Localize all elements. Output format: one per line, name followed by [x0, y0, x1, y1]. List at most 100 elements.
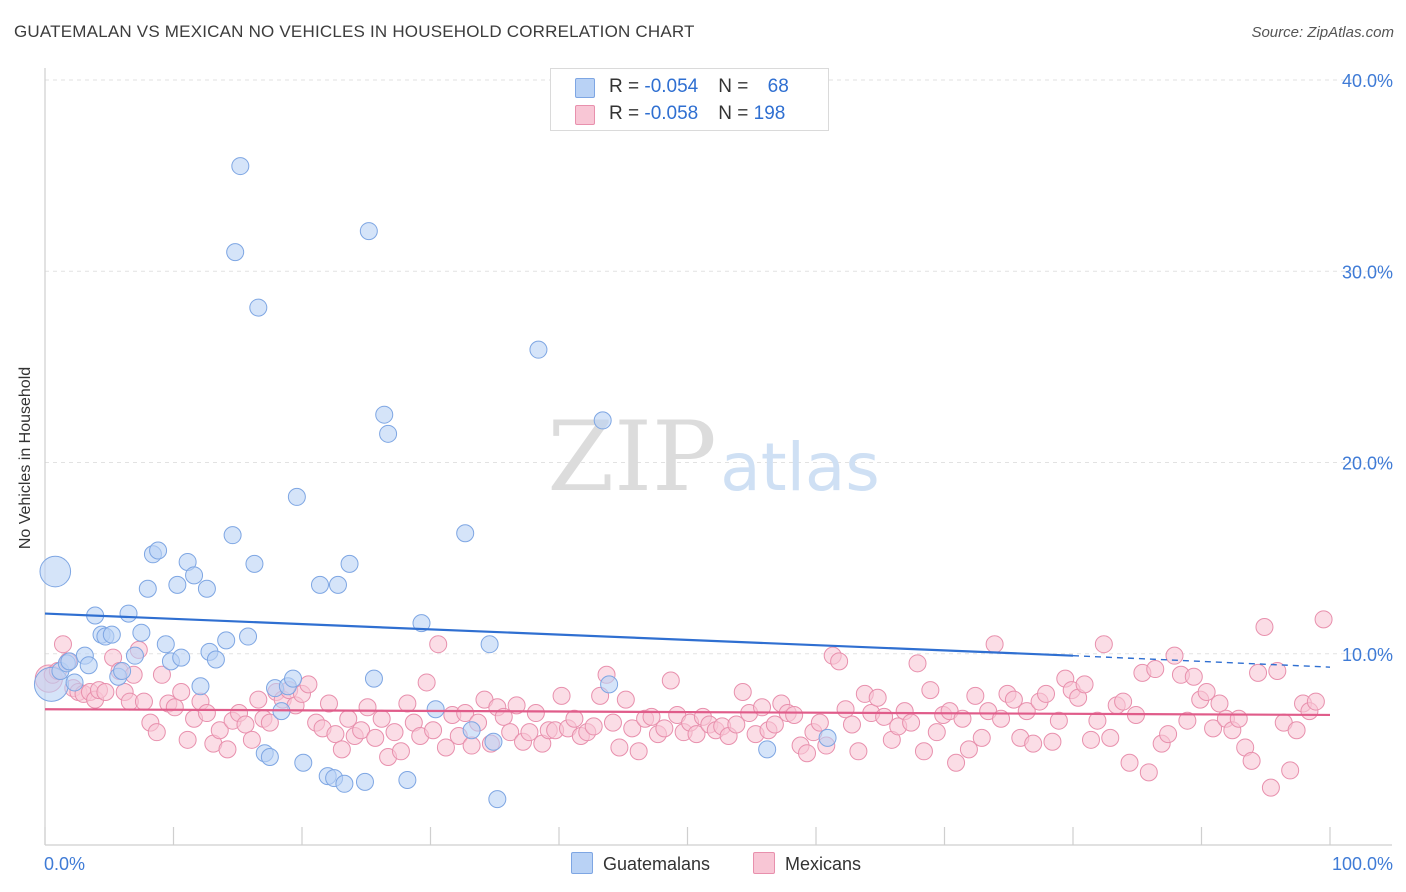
guatemalan-point [172, 648, 191, 667]
mexican-point [1139, 763, 1158, 782]
mexican-point [765, 715, 784, 734]
mexican-point [1281, 761, 1300, 780]
guatemalan-point [284, 669, 303, 688]
guatemalans-trend-line [44, 612, 1074, 657]
mexican-point [1255, 617, 1274, 636]
legend-swatch-mexicans [753, 852, 775, 874]
mexican-point [1242, 751, 1261, 770]
mexican-point [210, 721, 229, 740]
guatemalan-point [593, 411, 612, 430]
mexican-point [966, 686, 985, 705]
mexican-point [552, 686, 571, 705]
guatemalan-point [249, 298, 268, 317]
guatemalan-point [287, 487, 306, 506]
mexican-point [565, 709, 584, 728]
guatemalan-point [156, 635, 175, 654]
r-label: R = [609, 76, 645, 97]
guatemalan-point [223, 526, 242, 545]
mexican-point [985, 635, 1004, 654]
mexicans-trend-line [44, 708, 1331, 717]
mexican-point [1306, 692, 1325, 711]
guatemalan-point [355, 772, 374, 791]
mexican-point [147, 723, 166, 742]
mexican-point [603, 713, 622, 732]
legend-swatch-guatemalans [571, 852, 593, 874]
mexican-point [1184, 667, 1203, 686]
mexican-point [494, 707, 513, 726]
x-tick-label: 0.0% [44, 854, 85, 874]
guatemalan-point [191, 677, 210, 696]
guatemalan-point [484, 732, 503, 751]
correlation-legend: R = -0.054 N = 68 R = -0.058 N = 198 [550, 68, 829, 131]
guatemalan-point [359, 222, 378, 241]
mexican-point [1210, 694, 1229, 713]
mexican-point [178, 730, 197, 749]
guatemalan-point [168, 575, 187, 594]
y-tick-label: 40.0% [1342, 71, 1393, 91]
mexican-point [902, 713, 921, 732]
mexican-point [172, 683, 191, 701]
guatemalan-point [529, 340, 548, 359]
axes [44, 68, 1392, 846]
n-value: 198 [753, 103, 786, 124]
bottom-legend-guatemalans[interactable]: Guatemalans [571, 852, 710, 875]
guatemalan-point [39, 555, 72, 588]
mexican-point [836, 700, 855, 719]
bottom-legend-mexicans[interactable]: Mexicans [753, 852, 861, 875]
mexican-point [218, 740, 237, 759]
mexican-point [1024, 734, 1043, 753]
mexican-point [260, 713, 279, 732]
guatemalan-point [364, 669, 383, 688]
n-label: N = [718, 103, 754, 124]
guatemalan-point [294, 753, 313, 772]
guatemalan-point [335, 774, 354, 793]
mexican-point [921, 681, 940, 700]
chart-title: GUATEMALAN VS MEXICAN NO VEHICLES IN HOU… [14, 22, 695, 41]
mexican-point [1261, 778, 1280, 797]
mexican-point [1037, 684, 1056, 703]
mexican-point [687, 725, 706, 744]
legend-label-mexicans: Mexicans [785, 854, 862, 874]
guatemalan-point [125, 646, 144, 665]
mexican-point [1101, 728, 1120, 747]
legend-label-guatemalans: Guatemalans [603, 854, 711, 874]
watermark-atlas: atlas [720, 429, 880, 506]
legend-swatch-mexicans [575, 105, 595, 125]
guatemalan-point [65, 673, 84, 692]
mexican-point [661, 671, 680, 690]
x-tick-label: 100.0% [1332, 854, 1393, 874]
guatemalan-point [818, 728, 837, 747]
guatemalan-point [456, 524, 475, 543]
mexican-point [1088, 711, 1107, 730]
mexican-point [584, 717, 603, 736]
mexican-point [462, 736, 481, 755]
r-label: R = [609, 103, 645, 124]
mexican-point [242, 730, 261, 749]
guatemalan-point [480, 635, 499, 654]
mexican-point [1094, 635, 1113, 654]
legend-stats-guatemalans: R = -0.054 N = 68 [609, 76, 789, 98]
mexican-point [1004, 690, 1023, 709]
mexican-point [53, 635, 72, 654]
mexican-point [908, 654, 927, 673]
guatemalan-point [340, 554, 359, 573]
mexican-point [616, 690, 635, 709]
mexican-point [953, 709, 972, 728]
mexican-point [927, 723, 946, 742]
mexicans-points [34, 610, 1333, 797]
guatemalan-point [488, 790, 507, 809]
guatemalan-point [379, 424, 398, 443]
guatemalan-point [226, 243, 245, 262]
mexican-point [501, 723, 520, 742]
mexican-point [358, 698, 377, 717]
mexican-point [868, 688, 887, 707]
n-label: N = [718, 76, 754, 97]
mexican-point [249, 690, 268, 709]
guatemalan-point [217, 631, 236, 650]
guatemalan-point [600, 675, 619, 694]
mexican-point [526, 704, 545, 723]
mexican-point [1268, 661, 1287, 680]
mexican-point [810, 713, 829, 732]
mexican-point [1114, 692, 1133, 711]
